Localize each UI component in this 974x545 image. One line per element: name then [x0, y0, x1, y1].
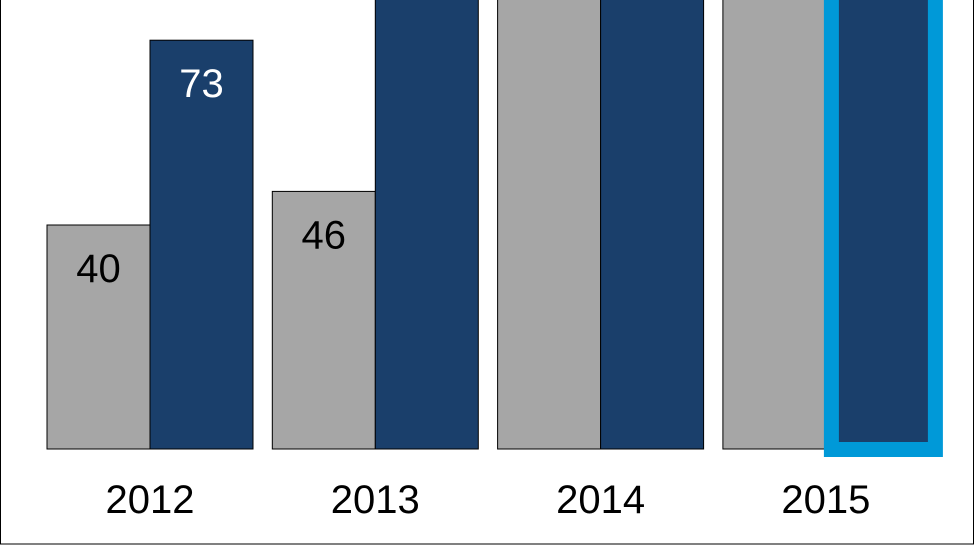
- highlight-outline-2015: [823, 0, 943, 457]
- bars-layer: [46, 0, 943, 457]
- bar-2013-series-2: [374, 0, 479, 450]
- bar-2015-series-1: [722, 0, 827, 450]
- data-label-2013-series-1: 46: [302, 213, 347, 257]
- x-axis-tick-labels: 2012 2013 2014 2015: [106, 478, 871, 522]
- bar-2014-series-2: [600, 0, 705, 450]
- bar-2015-series-2: [825, 0, 930, 450]
- x-tick-label-2012: 2012: [106, 478, 195, 522]
- bar-2014-series-1: [497, 0, 602, 450]
- data-labels-layer: 40 73 46: [76, 62, 346, 291]
- bar-2012-series-2: [149, 39, 254, 450]
- data-label-2012-series-2: 73: [179, 62, 224, 106]
- data-label-2012-series-1: 40: [76, 247, 121, 291]
- x-tick-label-2014: 2014: [556, 478, 645, 522]
- x-tick-label-2013: 2013: [331, 478, 420, 522]
- x-tick-label-2015: 2015: [781, 478, 870, 522]
- bar-2012-series-1: [46, 224, 151, 450]
- bar-2013-series-1: [271, 190, 376, 450]
